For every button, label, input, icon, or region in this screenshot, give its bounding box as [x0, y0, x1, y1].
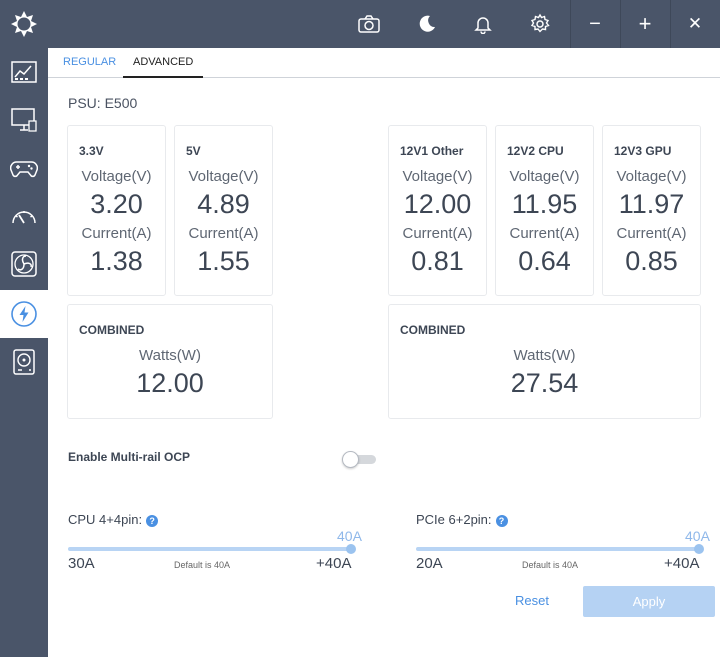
rail-name: 12V1 Other: [400, 144, 464, 158]
voltage-value: 4.89: [197, 189, 250, 219]
dashboard-icon: [11, 61, 37, 83]
cpu-slider-value: 40A: [337, 528, 362, 544]
rail-name: 12V2 CPU: [507, 144, 564, 158]
close-glyph: ✕: [687, 14, 703, 33]
current-value: 0.64: [518, 246, 571, 276]
help-icon[interactable]: ?: [146, 514, 159, 527]
current-value: 0.81: [411, 246, 464, 276]
toggle-knob: [342, 451, 359, 468]
tab-bar: REGULAR ADVANCED: [48, 48, 720, 78]
current-value: 1.38: [90, 246, 143, 276]
cpu-slider-min: 30A: [68, 555, 95, 572]
watts-value: 12.00: [136, 368, 204, 398]
sidebar: [0, 48, 48, 657]
sidebar-item-gaming[interactable]: [0, 144, 48, 192]
combined-title: COMBINED: [79, 323, 145, 337]
screenshot-camera-icon[interactable]: [357, 12, 381, 36]
voltage-label: Voltage(V): [188, 168, 259, 185]
voltage-label: Voltage(V): [81, 168, 152, 185]
sidebar-item-storage[interactable]: [0, 338, 48, 386]
monitor-icon: [11, 108, 37, 132]
sidebar-item-dashboard[interactable]: [0, 48, 48, 96]
speedometer-icon: [12, 211, 36, 224]
multi-rail-ocp-toggle[interactable]: [342, 451, 376, 468]
voltage-value: 11.95: [511, 189, 578, 219]
rail-name: 3.3V: [79, 144, 104, 158]
cpu-slider-track[interactable]: [68, 547, 351, 551]
current-label: Current(A): [81, 225, 152, 242]
sidebar-item-performance[interactable]: [0, 192, 48, 240]
current-label: Current(A): [509, 225, 580, 242]
rail-card-12v1-other: 12V1 Other Voltage(V) 12.00 Current(A) 0…: [388, 125, 487, 296]
pcie-slider-max: +40A: [664, 555, 700, 572]
hard-drive-icon: [13, 349, 35, 375]
settings-gear-icon[interactable]: [528, 12, 552, 36]
window-controls-divider: [570, 0, 571, 48]
tab-regular[interactable]: REGULAR: [63, 56, 117, 68]
voltage-label: Voltage(V): [616, 168, 687, 185]
rail-card-5v: 5V Voltage(V) 4.89 Current(A) 1.55: [174, 125, 273, 296]
combined-title: COMBINED: [400, 323, 466, 337]
sidebar-item-psu[interactable]: [0, 290, 48, 338]
power-bolt-icon: [11, 301, 37, 327]
rail-name: 5V: [186, 144, 201, 158]
minimize-icon[interactable]: −: [583, 12, 607, 36]
gamepad-icon: [10, 161, 38, 178]
voltage-value: 12.00: [403, 189, 472, 219]
watts-value: 27.54: [510, 368, 579, 398]
maximize-icon[interactable]: +: [633, 11, 657, 36]
current-value: 1.55: [197, 246, 250, 276]
multi-rail-ocp-label: Enable Multi-rail OCP: [68, 450, 191, 464]
voltage-label: Voltage(V): [509, 168, 580, 185]
cpu-slider-default-text: Default is 40A: [174, 560, 231, 570]
window-controls-divider: [620, 0, 621, 48]
minimize-glyph: −: [589, 12, 601, 35]
rail-name: 12V3 GPU: [614, 144, 672, 158]
rail-card-3v3: 3.3V Voltage(V) 3.20 Current(A) 1.38: [67, 125, 166, 296]
app-logo-icon: [0, 0, 48, 48]
rail-card-12v3-gpu: 12V3 GPU Voltage(V) 11.97 Current(A) 0.8…: [602, 125, 701, 296]
apply-button[interactable]: Apply: [583, 586, 715, 617]
combined-card-left: COMBINED Watts(W) 12.00: [67, 304, 273, 419]
close-icon[interactable]: ✕: [683, 12, 707, 36]
sidebar-item-system[interactable]: [0, 96, 48, 144]
pcie-slider-label: PCIe 6+2pin:?: [416, 512, 508, 527]
psu-title: PSU: E500: [68, 95, 138, 111]
voltage-label: Voltage(V): [402, 168, 473, 185]
cpu-slider-label: CPU 4+4pin:?: [68, 512, 159, 527]
current-value: 0.85: [625, 246, 678, 276]
combined-card-right: COMBINED Watts(W) 27.54: [388, 304, 701, 419]
window-controls-divider: [670, 0, 671, 48]
maximize-glyph: +: [638, 11, 652, 36]
cpu-slider-label-text: CPU 4+4pin:: [68, 512, 143, 527]
toggle-track: [348, 455, 376, 464]
sidebar-item-cooling[interactable]: [0, 240, 48, 288]
help-icon[interactable]: ?: [495, 514, 508, 527]
tab-advanced[interactable]: ADVANCED: [123, 48, 204, 78]
pcie-slider-thumb[interactable]: [694, 544, 704, 554]
fan-icon: [11, 251, 37, 277]
pcie-slider-min: 20A: [416, 555, 443, 572]
current-label: Current(A): [402, 225, 473, 242]
pcie-slider-label-text: PCIe 6+2pin:: [416, 512, 492, 527]
current-label: Current(A): [188, 225, 259, 242]
watts-label: Watts(W): [139, 347, 201, 364]
notifications-bell-icon[interactable]: [471, 12, 495, 36]
pcie-slider-track[interactable]: [416, 547, 699, 551]
rail-card-12v2-cpu: 12V2 CPU Voltage(V) 11.95 Current(A) 0.6…: [495, 125, 594, 296]
watts-label: Watts(W): [513, 347, 576, 364]
pcie-slider-default-text: Default is 40A: [522, 560, 579, 570]
reset-button[interactable]: Reset: [515, 593, 549, 608]
dark-mode-moon-icon[interactable]: [415, 12, 439, 36]
pcie-slider-value: 40A: [685, 528, 710, 544]
current-label: Current(A): [616, 225, 687, 242]
voltage-value: 11.97: [618, 189, 685, 219]
cpu-slider-max: +40A: [316, 555, 352, 572]
title-bar: − + ✕: [0, 0, 720, 48]
voltage-value: 3.20: [90, 189, 143, 219]
cpu-slider-thumb[interactable]: [346, 544, 356, 554]
